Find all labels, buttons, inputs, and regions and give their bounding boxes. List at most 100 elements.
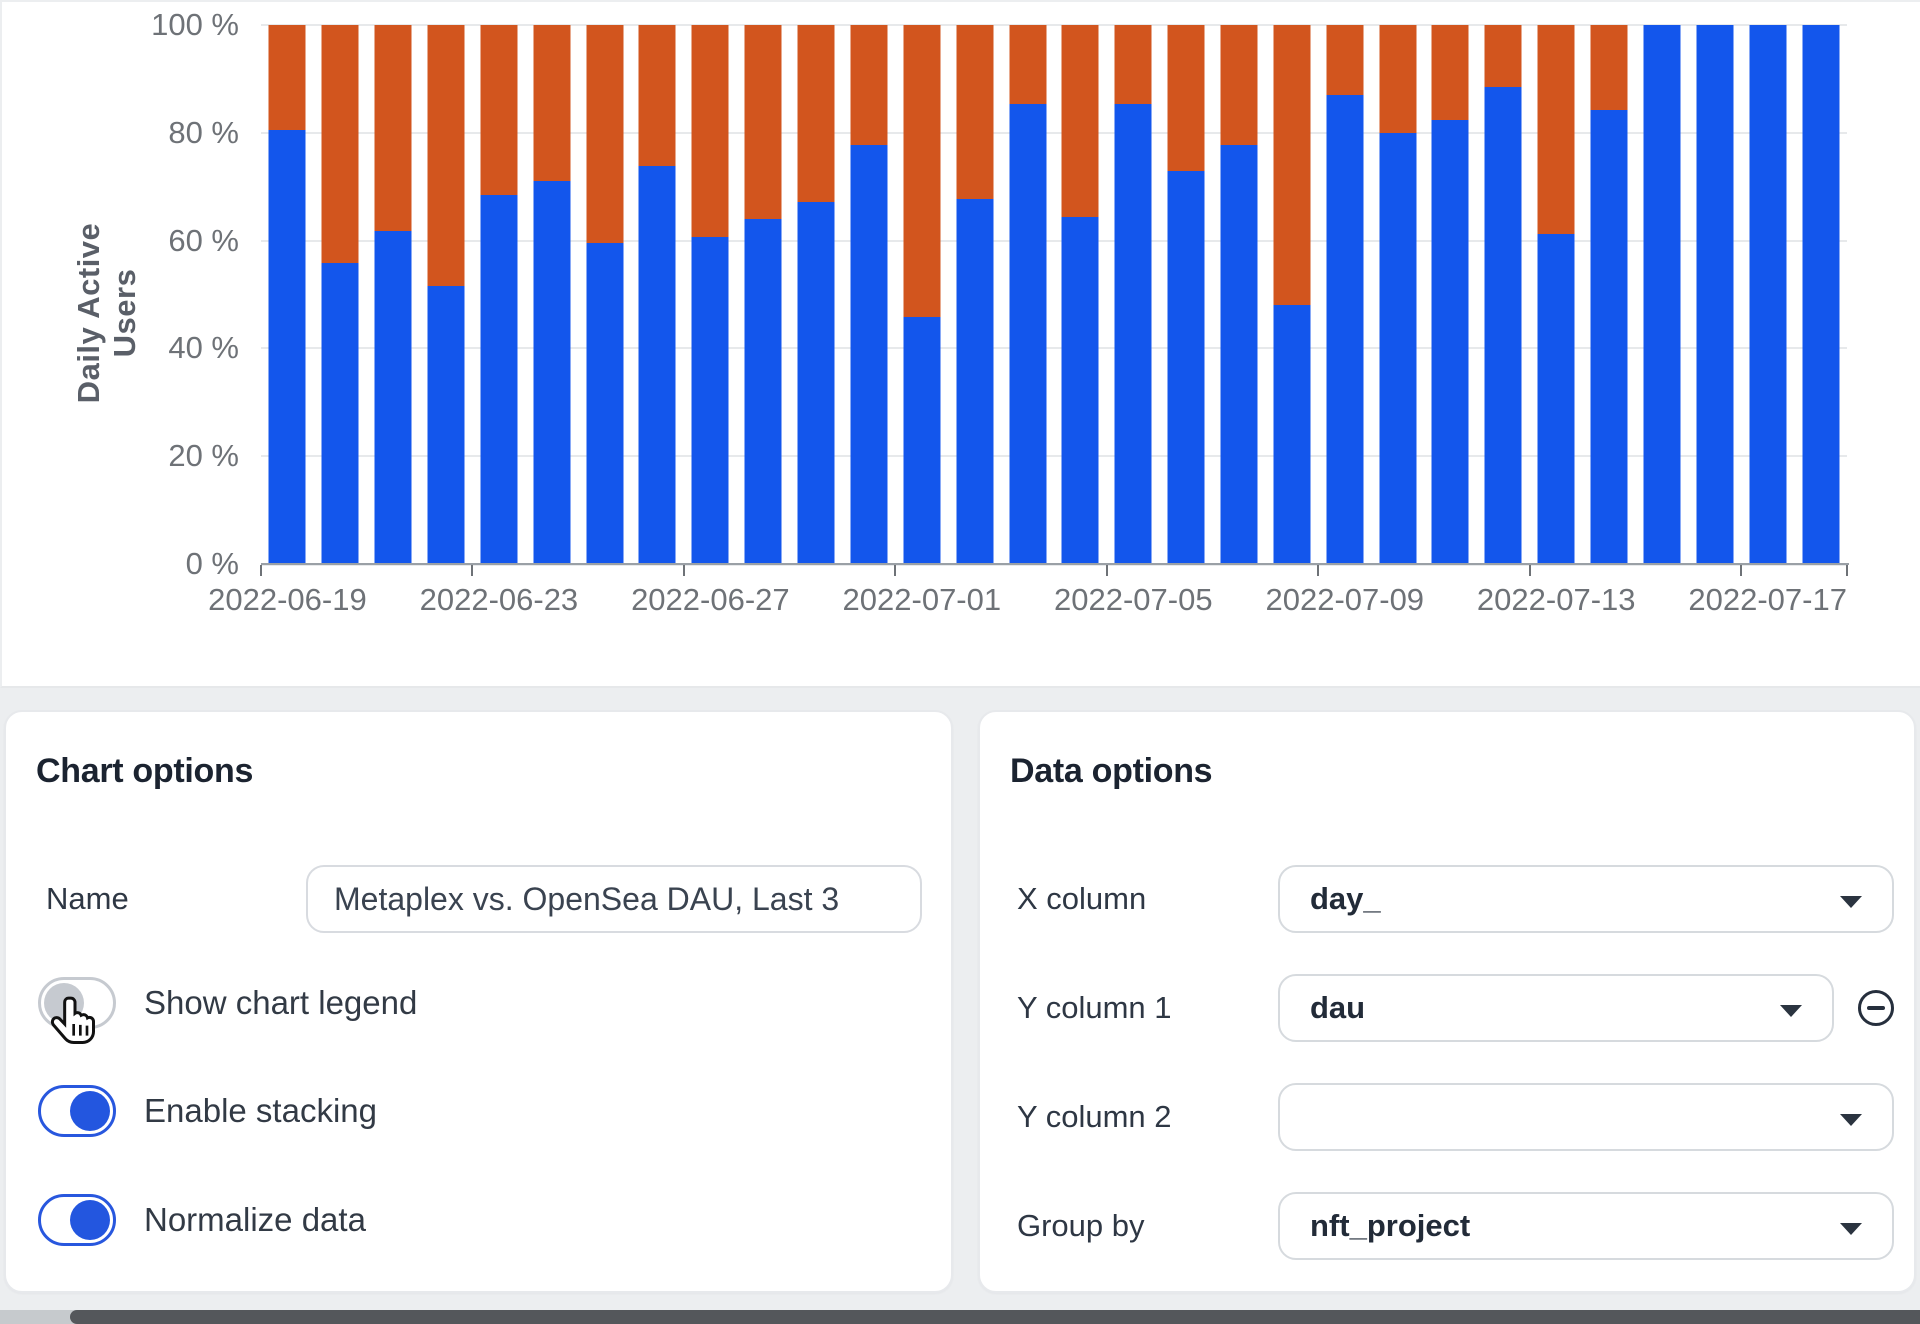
bar-segment-orange: [1220, 25, 1258, 145]
select-y-column-2[interactable]: [1278, 1083, 1894, 1151]
name-label: Name: [46, 881, 129, 916]
bar-segment-blue: [691, 236, 729, 564]
bar-segment-orange: [744, 25, 782, 220]
bar-segment-blue: [850, 144, 888, 564]
bar-slot-2022-06-22: [420, 25, 473, 564]
bar-segment-blue: [1749, 25, 1787, 564]
bar-slot-2022-06-20: [314, 25, 367, 564]
bar-segment-orange: [268, 25, 306, 130]
bar-segment-orange: [691, 25, 729, 237]
select-x-column[interactable]: day_: [1278, 865, 1894, 933]
bar-segment-blue: [480, 195, 518, 564]
gridline: [261, 455, 1847, 458]
gridline: [261, 24, 1847, 26]
bar-segment-orange: [1537, 25, 1575, 235]
bar-segment-blue: [1326, 95, 1364, 564]
bar-slot-2022-06-26: [631, 25, 684, 564]
bar-segment-blue: [1114, 103, 1152, 564]
x-tick-label: 2022-07-17: [1688, 582, 1847, 617]
x-tick-label: 2022-06-27: [631, 582, 790, 617]
x-tick-mark: [682, 565, 685, 576]
y-axis-title: Daily Active Users: [71, 222, 142, 404]
bar-segment-orange: [321, 25, 359, 264]
toggle-show-chart-legend[interactable]: [38, 977, 116, 1029]
x-tick-mark: [1846, 565, 1848, 576]
bar-segment-orange: [1273, 25, 1311, 306]
mouse-pointer-hand-cursor: [50, 996, 95, 1044]
bar-segment-blue: [797, 201, 835, 564]
bar-segment-blue: [1009, 104, 1047, 564]
bar-segment-blue: [744, 219, 782, 564]
bar-segment-blue: [268, 129, 306, 564]
bar-segment-blue: [1167, 170, 1205, 564]
chart-options-card: Chart options Name Metaplex vs. OpenSea …: [4, 710, 953, 1293]
bar-slot-2022-07-02: [948, 25, 1001, 564]
bar-segment-orange: [586, 25, 624, 244]
bar-slot-2022-07-17: [1741, 25, 1794, 564]
bar-slot-2022-07-08: [1265, 25, 1318, 564]
row-label-y-column-2: Y column 2: [1017, 1099, 1172, 1134]
gridline: [261, 564, 1847, 566]
horizontal-scrollbar-track[interactable]: [0, 1310, 1920, 1324]
bar-segment-blue: [533, 180, 571, 564]
bar-segment-blue: [1802, 25, 1840, 564]
x-axis-line: [261, 563, 1849, 565]
bar-segment-blue: [1696, 25, 1734, 564]
x-tick-label: 2022-06-23: [419, 582, 579, 617]
bar-segment-blue: [1379, 132, 1417, 564]
bar-slot-2022-07-09: [1318, 25, 1371, 564]
chart-panel: Daily Active Users 100 % 80 % 60 % 40 % 20 %…: [0, 0, 1920, 688]
x-tick-mark: [894, 565, 897, 576]
bar-slot-2022-07-13: [1530, 25, 1583, 564]
y-tick-label: 60 %: [168, 222, 239, 258]
bar-segment-orange: [1431, 25, 1469, 120]
bar-segment-blue: [956, 199, 994, 564]
bar-segment-orange: [903, 25, 941, 317]
bar-slot-2022-07-12: [1477, 25, 1530, 564]
bar-segment-blue: [1431, 119, 1469, 564]
bar-slot-2022-07-04: [1054, 25, 1107, 564]
toggle-normalize-data[interactable]: [38, 1194, 116, 1246]
bar-segment-blue: [427, 285, 465, 564]
select-group-by[interactable]: nft_project: [1278, 1192, 1894, 1260]
bar-slot-2022-07-07: [1213, 25, 1266, 564]
x-tick-mark: [1317, 565, 1320, 576]
row-label-group-by: Group by: [1017, 1208, 1145, 1243]
bar-slot-2022-06-25: [578, 25, 631, 564]
gridline: [261, 239, 1847, 242]
select-y-column-1[interactable]: dau: [1278, 974, 1834, 1042]
chevron-down-icon: [1840, 1223, 1862, 1235]
bar-slot-2022-06-21: [367, 25, 420, 564]
bar-segment-orange: [797, 25, 835, 202]
bar-segment-blue: [1484, 87, 1522, 564]
toggle-knob: [70, 1200, 110, 1240]
bar-segment-blue: [1220, 144, 1258, 564]
bar-segment-orange: [480, 25, 518, 196]
toggle-enable-stacking[interactable]: [38, 1085, 116, 1137]
y-tick-label: 40 %: [168, 330, 239, 366]
chart-options-title: Chart options: [36, 752, 254, 790]
bar-segment-blue: [1061, 217, 1099, 564]
bar-segment-orange: [956, 25, 994, 200]
bar-segment-orange: [850, 25, 888, 145]
horizontal-scrollbar-thumb[interactable]: [70, 1310, 1920, 1324]
x-tick-mark: [471, 565, 474, 576]
chart-name-input[interactable]: Metaplex vs. OpenSea DAU, Last 3: [306, 865, 922, 933]
bar-slot-2022-06-27: [684, 25, 737, 564]
bar-slot-2022-06-29: [790, 25, 843, 564]
bar-slot-2022-07-06: [1160, 25, 1213, 564]
bar-segment-orange: [1590, 25, 1628, 110]
y-tick-label: 20 %: [168, 438, 239, 474]
x-tick-label: 2022-06-19: [208, 582, 367, 617]
remove-y-column-button[interactable]: [1858, 990, 1894, 1026]
bar-slot-2022-07-16: [1688, 25, 1741, 564]
x-tick-label: 2022-07-05: [1054, 582, 1213, 617]
bar-slot-2022-07-11: [1424, 25, 1477, 564]
toggle-label: Enable stacking: [144, 1092, 377, 1129]
bar-segment-blue: [586, 243, 624, 564]
bar-segment-orange: [1061, 25, 1099, 218]
data-options-card: Data options X column day_ Y column 1 dau Y …: [978, 710, 1916, 1293]
y-tick-label: 80 %: [168, 114, 239, 150]
bar-segment-orange: [374, 25, 412, 232]
